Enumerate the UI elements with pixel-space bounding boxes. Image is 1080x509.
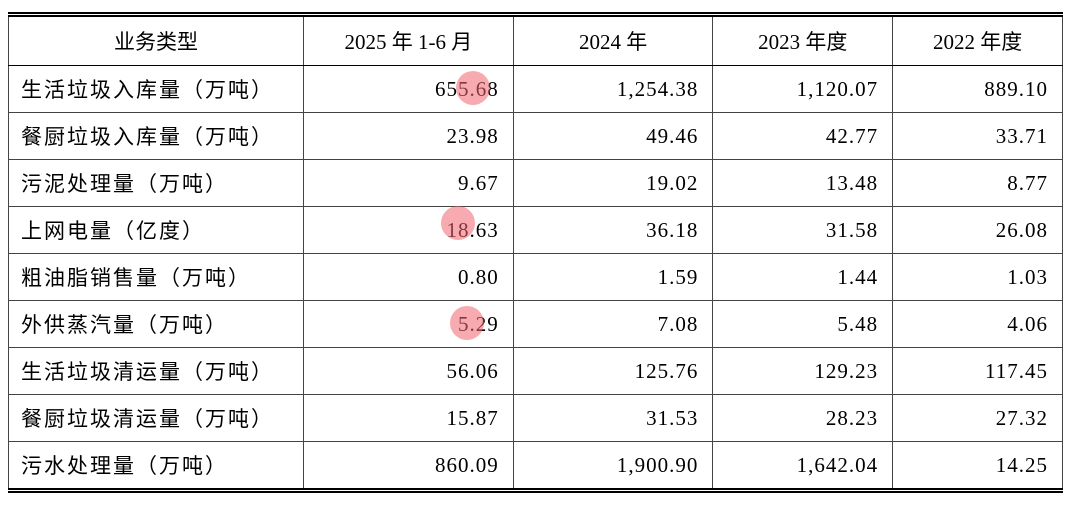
table-row: 生活垃圾清运量（万吨） 56.06 125.76 129.23 117.45 (8, 347, 1063, 395)
value-cell: 1,254.38 (512, 65, 714, 113)
value-cell: 33.71 (892, 112, 1063, 160)
value-cell: 49.46 (512, 112, 714, 160)
value-cell: 1,900.90 (512, 441, 714, 491)
value-cell: 18.63 (302, 206, 514, 254)
table-row: 餐厨垃圾入库量（万吨） 23.98 49.46 42.77 33.71 (8, 112, 1063, 160)
table-body: 生活垃圾入库量（万吨）655.681,254.381,120.07889.10餐… (8, 65, 1063, 491)
value-cell: 56.06 (302, 347, 514, 395)
value-cell: 1,120.07 (712, 65, 894, 113)
header-cell: 2022 年度 (892, 14, 1063, 66)
value-cell: 19.02 (512, 159, 714, 207)
row-label: 粗油脂销售量（万吨） (8, 253, 304, 301)
data-table: 业务类型 2025 年 1-6 月 2024 年 2023 年度 2022 年度 生活垃… (8, 12, 1063, 493)
value-cell: 0.80 (302, 253, 514, 301)
value-cell: 15.87 (302, 394, 514, 442)
value-cell: 28.23 (712, 394, 894, 442)
row-label: 外供蒸汽量（万吨） (8, 300, 304, 348)
value-cell: 27.32 (892, 394, 1063, 442)
value-cell: 4.06 (892, 300, 1063, 348)
table-row: 污泥处理量（万吨） 9.67 19.02 13.48 8.77 (8, 159, 1063, 207)
header-row: 业务类型 2025 年 1-6 月 2024 年 2023 年度 2022 年度 (8, 14, 1063, 66)
table-row: 污水处理量（万吨） 860.09 1,900.90 1,642.04 14.25 (8, 441, 1063, 491)
value-cell: 31.58 (712, 206, 894, 254)
row-label: 生活垃圾清运量（万吨） (8, 347, 304, 395)
row-label: 餐厨垃圾清运量（万吨） (8, 394, 304, 442)
value-cell: 26.08 (892, 206, 1063, 254)
value-cell: 8.77 (892, 159, 1063, 207)
touch-marker (450, 306, 484, 340)
row-label: 餐厨垃圾入库量（万吨） (8, 112, 304, 160)
value-cell: 1.59 (512, 253, 714, 301)
row-label: 污水处理量（万吨） (8, 441, 304, 491)
value-cell: 117.45 (892, 347, 1063, 395)
value-cell: 1.44 (712, 253, 894, 301)
value-cell: 129.23 (712, 347, 894, 395)
value-cell: 31.53 (512, 394, 714, 442)
table-row: 粗油脂销售量（万吨） 0.80 1.59 1.44 1.03 (8, 253, 1063, 301)
value-cell: 5.48 (712, 300, 894, 348)
value-cell: 860.09 (302, 441, 514, 491)
value-cell: 36.18 (512, 206, 714, 254)
value-cell: 1.03 (892, 253, 1063, 301)
header-cell: 2024 年 (512, 14, 714, 66)
header-cell: 业务类型 (8, 14, 304, 66)
value-cell: 1,642.04 (712, 441, 894, 491)
value-cell: 889.10 (892, 65, 1063, 113)
header-cell: 2025 年 1-6 月 (302, 14, 514, 66)
touch-marker (441, 206, 475, 240)
row-label: 污泥处理量（万吨） (8, 159, 304, 207)
table-row: 餐厨垃圾清运量（万吨） 15.87 31.53 28.23 27.32 (8, 394, 1063, 442)
value-cell: 7.08 (512, 300, 714, 348)
value-cell: 23.98 (302, 112, 514, 160)
value-cell: 13.48 (712, 159, 894, 207)
value-cell: 125.76 (512, 347, 714, 395)
value-cell: 14.25 (892, 441, 1063, 491)
row-label: 生活垃圾入库量（万吨） (8, 65, 304, 113)
table-row: 外供蒸汽量（万吨）5.297.085.484.06 (8, 300, 1063, 348)
value-cell: 42.77 (712, 112, 894, 160)
row-label: 上网电量（亿度） (8, 206, 304, 254)
header-cell: 2023 年度 (712, 14, 894, 66)
touch-marker (456, 71, 490, 105)
value-cell: 9.67 (302, 159, 514, 207)
